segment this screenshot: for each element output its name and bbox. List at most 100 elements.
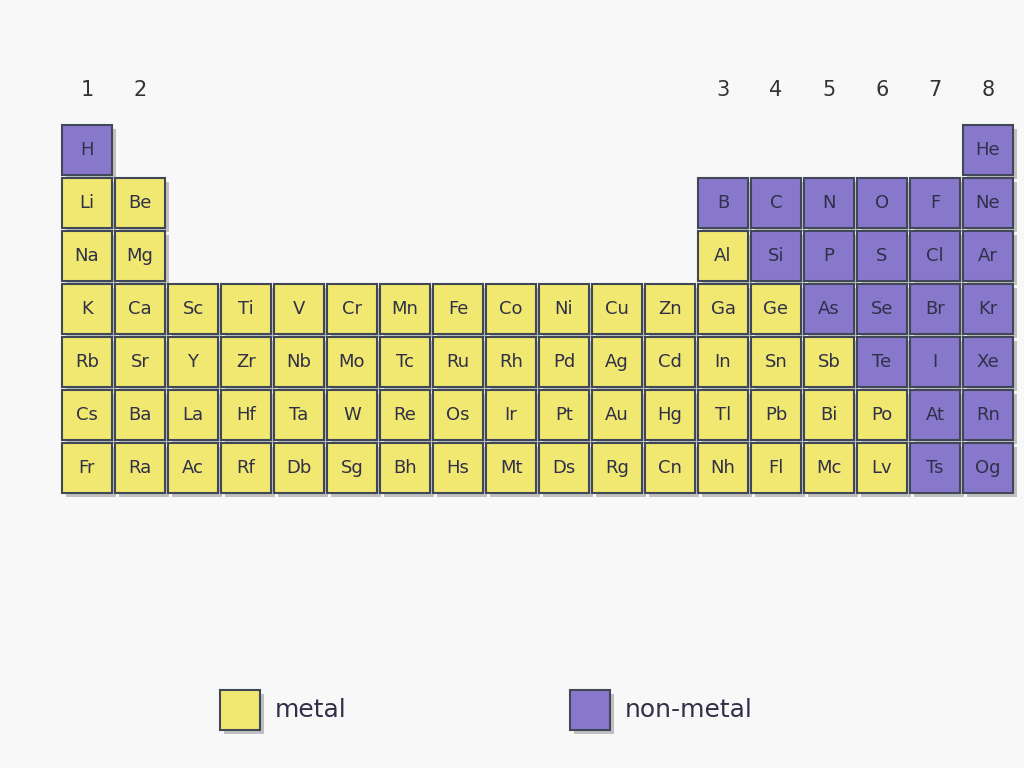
Bar bbox=[327, 443, 377, 493]
Text: Kr: Kr bbox=[978, 300, 997, 318]
Text: Fe: Fe bbox=[447, 300, 468, 318]
Text: Ra: Ra bbox=[128, 459, 152, 477]
Text: Mo: Mo bbox=[339, 353, 366, 371]
Bar bbox=[278, 288, 328, 338]
Bar bbox=[119, 394, 169, 444]
Text: Xe: Xe bbox=[977, 353, 999, 371]
Bar bbox=[331, 341, 381, 391]
Text: 1: 1 bbox=[80, 80, 93, 100]
Bar bbox=[751, 390, 801, 440]
Text: Au: Au bbox=[605, 406, 629, 424]
Bar bbox=[857, 390, 907, 440]
Text: Ar: Ar bbox=[978, 247, 998, 265]
Bar bbox=[66, 341, 116, 391]
Bar bbox=[914, 341, 964, 391]
Bar bbox=[755, 182, 805, 232]
Text: Og: Og bbox=[975, 459, 1000, 477]
Text: Ca: Ca bbox=[128, 300, 152, 318]
Bar bbox=[384, 394, 434, 444]
Bar bbox=[755, 235, 805, 285]
Bar bbox=[490, 394, 540, 444]
Bar bbox=[808, 341, 858, 391]
Bar bbox=[751, 284, 801, 334]
Bar bbox=[804, 231, 854, 281]
Text: Cn: Cn bbox=[658, 459, 682, 477]
Bar bbox=[702, 235, 752, 285]
Bar bbox=[539, 284, 589, 334]
Text: Cl: Cl bbox=[926, 247, 944, 265]
Text: Nh: Nh bbox=[711, 459, 735, 477]
Bar bbox=[168, 390, 218, 440]
Bar bbox=[119, 288, 169, 338]
Text: S: S bbox=[877, 247, 888, 265]
Text: 5: 5 bbox=[822, 80, 836, 100]
Text: Cu: Cu bbox=[605, 300, 629, 318]
Bar bbox=[804, 178, 854, 228]
Bar bbox=[486, 337, 536, 387]
Bar bbox=[963, 390, 1013, 440]
Bar bbox=[119, 447, 169, 497]
Text: Pt: Pt bbox=[555, 406, 573, 424]
Bar bbox=[115, 284, 165, 334]
Text: 8: 8 bbox=[981, 80, 994, 100]
Text: W: W bbox=[343, 406, 360, 424]
Bar bbox=[910, 284, 961, 334]
Text: Br: Br bbox=[925, 300, 945, 318]
Bar bbox=[539, 390, 589, 440]
Bar bbox=[804, 337, 854, 387]
Bar bbox=[649, 447, 699, 497]
Bar bbox=[433, 390, 483, 440]
Text: Ne: Ne bbox=[976, 194, 1000, 212]
Text: P: P bbox=[823, 247, 835, 265]
Bar bbox=[645, 390, 695, 440]
Bar bbox=[221, 284, 271, 334]
Bar bbox=[649, 288, 699, 338]
Text: Po: Po bbox=[871, 406, 893, 424]
Bar bbox=[384, 341, 434, 391]
Text: Al: Al bbox=[715, 247, 732, 265]
Bar bbox=[543, 288, 593, 338]
Text: Na: Na bbox=[75, 247, 99, 265]
Bar bbox=[861, 288, 911, 338]
Bar bbox=[327, 390, 377, 440]
Bar bbox=[66, 235, 116, 285]
Bar bbox=[543, 394, 593, 444]
Bar bbox=[963, 178, 1013, 228]
Text: 7: 7 bbox=[929, 80, 942, 100]
Bar bbox=[645, 443, 695, 493]
Bar bbox=[755, 447, 805, 497]
Bar bbox=[278, 394, 328, 444]
Bar bbox=[66, 129, 116, 179]
Text: Mn: Mn bbox=[391, 300, 419, 318]
Bar bbox=[698, 390, 748, 440]
Bar bbox=[384, 447, 434, 497]
Bar bbox=[172, 447, 222, 497]
Text: Ru: Ru bbox=[446, 353, 470, 371]
Bar bbox=[331, 288, 381, 338]
Text: Rg: Rg bbox=[605, 459, 629, 477]
Text: Ti: Ti bbox=[239, 300, 254, 318]
Bar bbox=[967, 235, 1017, 285]
Bar bbox=[225, 394, 275, 444]
Text: Si: Si bbox=[768, 247, 784, 265]
Text: Ge: Ge bbox=[764, 300, 788, 318]
Text: Rf: Rf bbox=[237, 459, 255, 477]
Bar bbox=[755, 288, 805, 338]
Bar bbox=[66, 182, 116, 232]
Bar bbox=[808, 447, 858, 497]
Bar bbox=[62, 178, 112, 228]
Text: F: F bbox=[930, 194, 940, 212]
Bar bbox=[861, 182, 911, 232]
Bar bbox=[574, 694, 614, 734]
Bar bbox=[437, 288, 487, 338]
Text: Ac: Ac bbox=[182, 459, 204, 477]
Bar bbox=[914, 235, 964, 285]
Bar bbox=[168, 337, 218, 387]
Bar bbox=[967, 288, 1017, 338]
Bar bbox=[543, 341, 593, 391]
Bar bbox=[702, 447, 752, 497]
Text: Ta: Ta bbox=[290, 406, 308, 424]
Bar bbox=[380, 284, 430, 334]
Bar bbox=[645, 284, 695, 334]
Bar bbox=[596, 341, 646, 391]
